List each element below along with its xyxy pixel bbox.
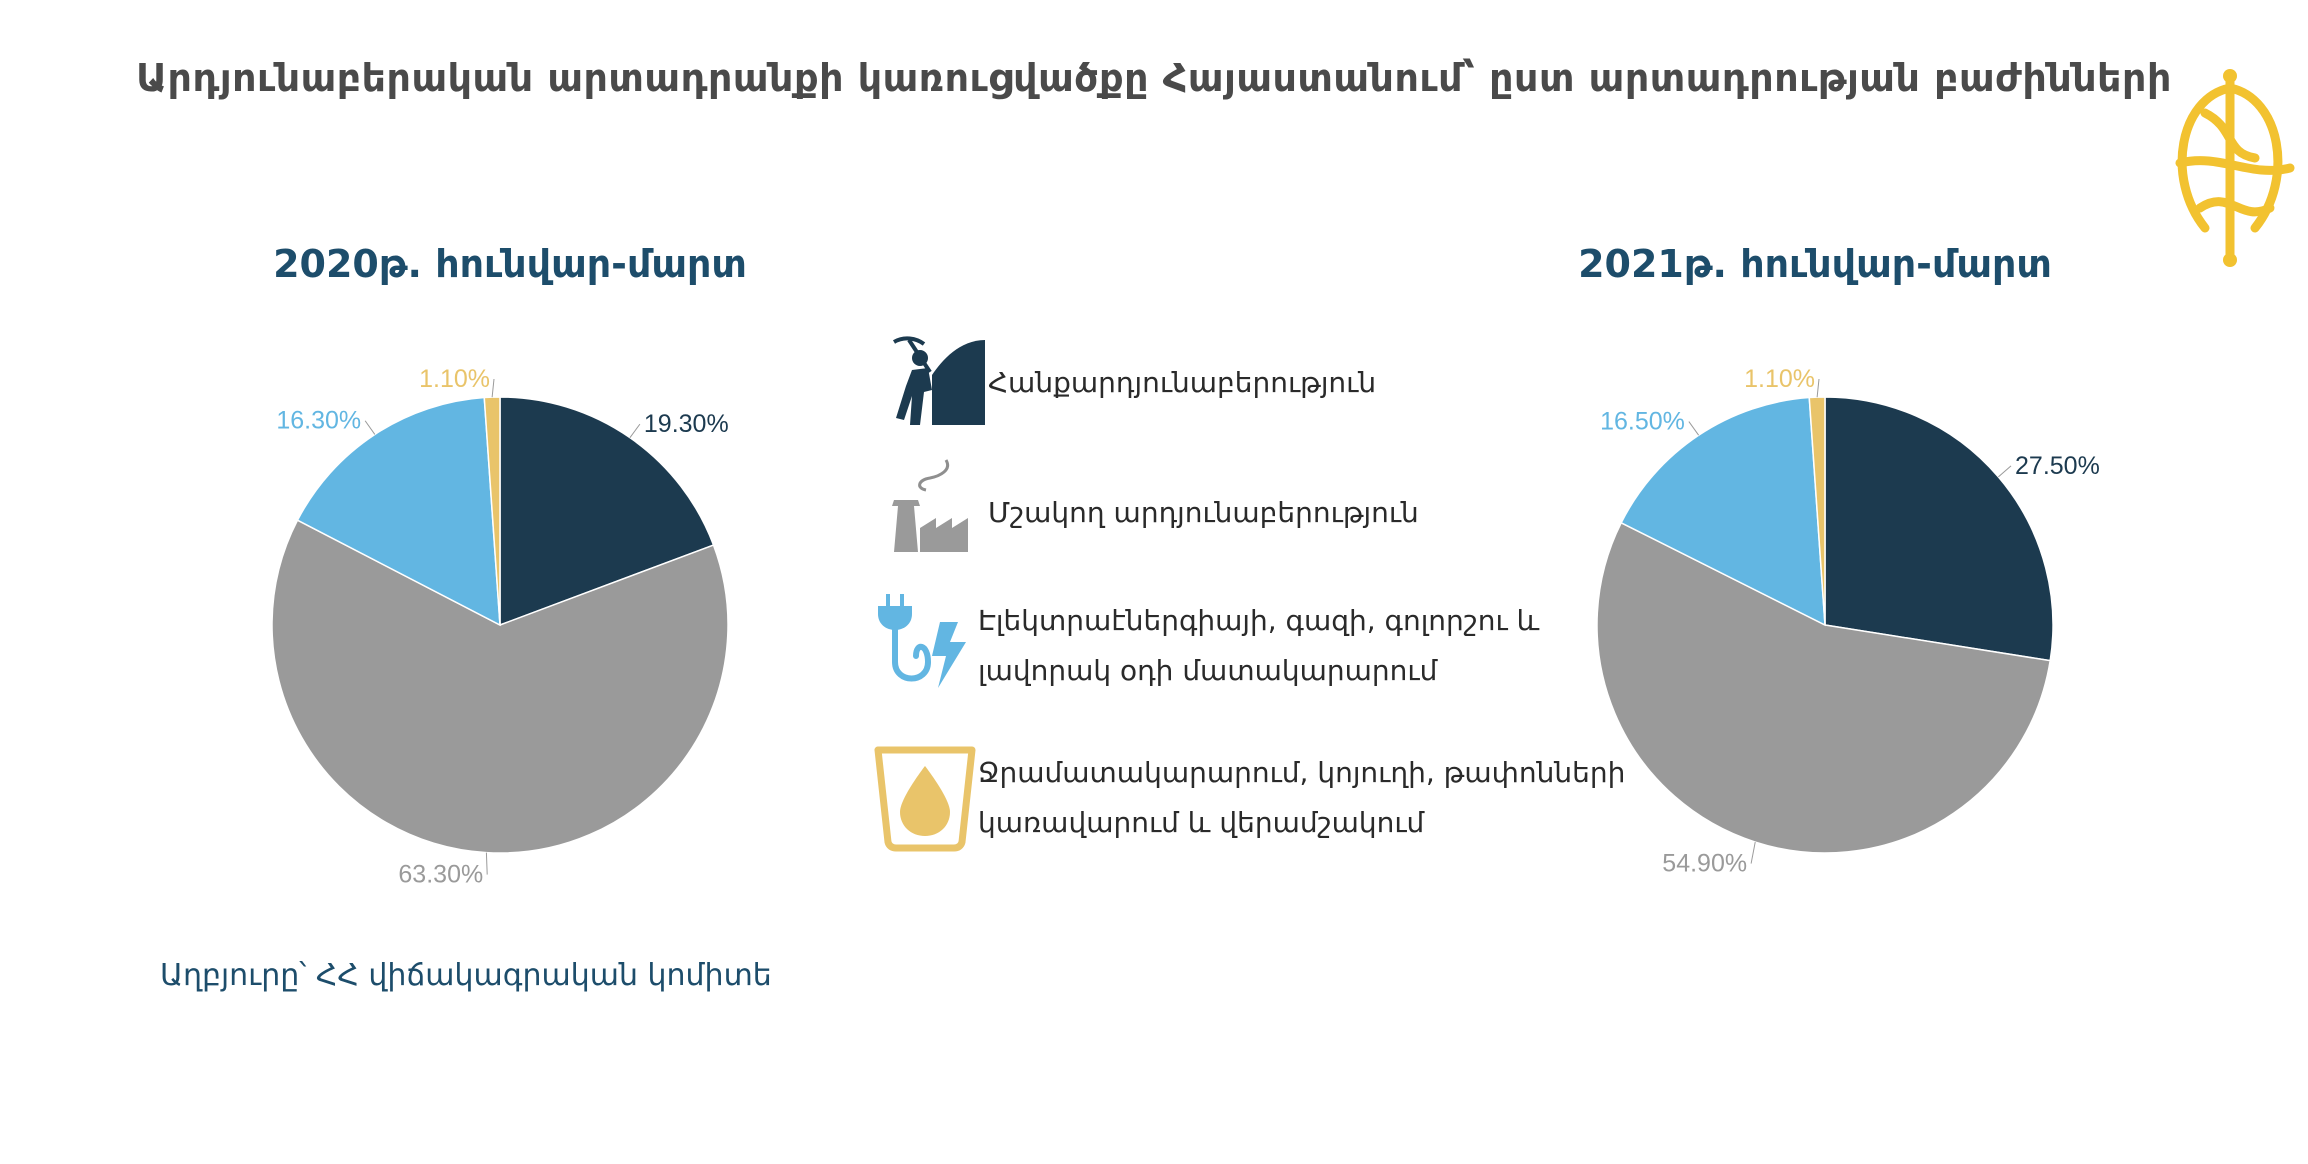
pie-chart-2020: 19.30% 63.30% 16.30% 1.10% [271,365,729,889]
pie-label-leader-manufacturing [485,852,488,875]
plug-lightning-icon [878,594,966,688]
legend-item-electricity: Էլեկտրաէներգիայի, գազի, գոլորշու և լավոր… [860,592,1620,702]
legend-item-manufacturing: Մշակող արդյունաբերություն [860,458,1620,558]
legend-item-mining: Հանքարդյունաբերություն [860,330,1620,430]
legend-label-electricity-line1: Էլեկտրաէներգիայի, գազի, գոլորշու և [978,604,1540,637]
legend-label-manufacturing: Մշակող արդյունաբերություն [988,496,1419,529]
pie-label-electricity: 16.50% [1600,408,1685,436]
legend-label-mining: Հանքարդյունաբերություն [988,366,1377,399]
legend: Հանքարդյունաբերություն Մշակող արդյունաբե… [860,330,1625,870]
main-title: Արդյունաբերական արտադրանքի կառուցվածքը Հ… [136,56,2172,100]
pie-label-mining: 19.30% [644,410,729,438]
pie-slice-manufacturing [271,519,729,854]
pie-label-leader-mining [629,423,641,438]
pie-label-mining: 27.50% [2015,452,2100,480]
pie-label-water: 1.10% [419,365,490,393]
pie-slice-mining [1824,396,2054,662]
pie-label-leader-water [1816,378,1820,398]
pie-label-leader-electricity [364,420,376,435]
pie-label-water: 1.10% [1744,365,1815,393]
pie-label-leader-water [491,378,495,398]
pie-label-electricity: 16.30% [276,407,361,435]
pie-label-manufacturing: 54.90% [1662,850,1747,878]
factory-icon [892,459,968,552]
legend-label-electricity-line2: լավորակ օդի մատակարարում [978,654,1438,687]
pie-title-2021: 2021թ. հունվար-մարտ [1578,242,2052,286]
miner-icon [892,336,985,425]
pie-title-2020: 2020թ. հունվար-մարտ [273,242,747,286]
pie-label-manufacturing: 63.30% [398,861,483,889]
pie-chart-2021: 27.50% 54.90% 16.50% 1.10% [1596,365,2100,878]
pie-slice-mining [499,396,715,627]
legend-item-water: Ջրամատակարարում, կոյուղի, թափոնների կառա… [860,742,1625,862]
legend-label-water-line1: Ջրամատակարարում, կոյուղի, թափոնների [978,756,1626,789]
pie-slice-electricity [296,396,501,627]
legend-label-water-line2: կառավարում և վերամշակում [978,806,1425,839]
pie-label-leader-mining [1998,465,2012,478]
pie-slice-electricity [1620,396,1826,627]
water-drop-icon [874,746,976,852]
source-note: Աղբյուրը՝ ՀՀ վիճակագրական կոմիտե [160,958,772,993]
pie-slice-manufacturing [1596,521,2052,854]
logo-icon [2175,69,2295,267]
pie-label-leader-electricity [1688,421,1700,436]
pie-label-leader-manufacturing [1750,841,1756,864]
